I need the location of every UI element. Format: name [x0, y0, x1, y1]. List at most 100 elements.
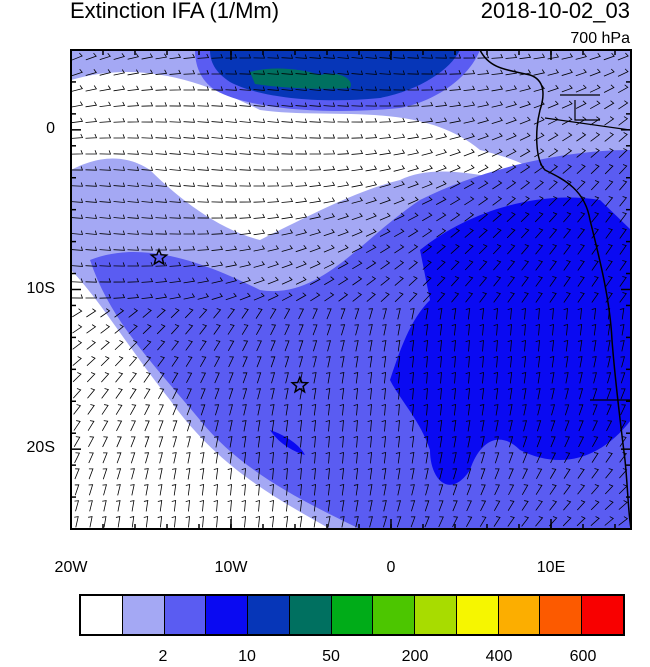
wind-barb	[491, 116, 503, 125]
wind-barb	[381, 387, 386, 400]
wind-barb	[337, 118, 350, 123]
colorbar-swatch	[373, 596, 416, 634]
wind-barb	[409, 419, 415, 432]
wind-barb	[382, 324, 387, 336]
wind-barb	[508, 436, 514, 448]
wind-barb	[382, 484, 387, 496]
wind-barb	[577, 228, 586, 239]
wind-barb	[309, 102, 322, 107]
wind-barb	[395, 403, 400, 416]
wind-barb	[183, 134, 196, 139]
wind-barb	[171, 500, 177, 512]
wind-barb	[591, 276, 599, 287]
wind-barb	[337, 244, 349, 253]
wind-barb	[382, 308, 387, 320]
wind-barb	[351, 212, 363, 221]
wind-barb	[339, 388, 345, 400]
wind-barb	[155, 102, 168, 107]
wind-barb	[130, 436, 136, 448]
wind-barb	[284, 340, 290, 352]
wind-barb	[325, 516, 331, 528]
wind-barb	[576, 132, 587, 142]
wind-barb	[297, 435, 302, 448]
y-tick-label: 10S	[26, 279, 55, 297]
wind-barb	[351, 102, 364, 107]
wind-barb	[337, 260, 349, 269]
wind-barb	[533, 69, 546, 76]
wind-barb	[71, 101, 84, 108]
wind-barb	[421, 196, 433, 205]
wind-barb	[463, 117, 476, 124]
colorbar-swatch	[540, 596, 583, 634]
wind-barb	[312, 308, 318, 320]
wind-barb	[171, 515, 177, 528]
wind-barb	[172, 404, 178, 416]
wind-barb	[477, 148, 489, 157]
wind-barb	[575, 68, 587, 77]
wind-barb	[408, 260, 418, 270]
wind-barb	[71, 278, 84, 283]
wind-barb	[155, 69, 168, 75]
wind-barb	[619, 452, 628, 463]
wind-barb	[253, 213, 266, 219]
wind-barb	[239, 150, 252, 155]
wind-barb	[536, 452, 542, 464]
wind-barb	[128, 308, 139, 318]
wind-barb	[382, 500, 387, 512]
wind-barb	[522, 420, 528, 432]
wind-barb	[99, 101, 112, 108]
wind-barb	[171, 340, 180, 351]
wind-barb	[365, 54, 378, 59]
wind-barb	[211, 150, 224, 155]
wind-barb	[228, 404, 233, 416]
wind-barb	[116, 484, 121, 496]
wind-barb	[563, 468, 571, 479]
wind-barb	[451, 355, 456, 368]
wind-barb	[283, 516, 289, 528]
wind-barb	[339, 435, 344, 448]
wind-barb	[242, 404, 247, 416]
wind-barb	[534, 164, 545, 174]
wind-barb	[256, 404, 261, 416]
wind-barb	[379, 70, 392, 75]
wind-barb	[592, 420, 598, 432]
wind-barb	[130, 420, 136, 432]
wind-barb	[463, 85, 476, 91]
wind-barb	[507, 292, 515, 303]
wind-barb	[339, 372, 345, 384]
wind-barb	[185, 468, 191, 480]
wind-barb	[464, 196, 475, 206]
wind-barb	[619, 212, 627, 223]
wind-barb	[618, 164, 628, 175]
wind-barb	[197, 245, 210, 251]
wind-barb	[381, 452, 387, 464]
wind-barb	[535, 307, 540, 320]
wind-barb	[353, 356, 359, 368]
wind-barb	[605, 212, 614, 223]
wind-barb	[239, 261, 252, 268]
wind-barb	[99, 246, 112, 251]
wind-barb	[183, 230, 196, 235]
wind-barb	[71, 150, 84, 155]
wind-barb	[452, 484, 458, 496]
wind-barb	[310, 292, 321, 302]
wind-barb	[281, 102, 294, 107]
wind-barb	[477, 69, 490, 75]
wind-barb	[211, 70, 224, 75]
wind-barb	[323, 228, 335, 237]
wind-barb	[576, 180, 586, 191]
wind-barb	[533, 53, 546, 60]
wind-barb	[465, 371, 470, 384]
wind-barb	[550, 452, 557, 464]
wind-barb	[436, 276, 446, 287]
wind-barb	[116, 436, 122, 448]
wind-barb	[253, 276, 265, 285]
wind-barb	[100, 340, 110, 350]
wind-barb	[141, 262, 154, 267]
wind-barb	[367, 372, 373, 384]
wind-barb	[519, 85, 532, 92]
wind-barb	[323, 165, 336, 171]
wind-barb	[563, 212, 572, 223]
wind-barb	[158, 420, 164, 432]
wind-barb	[491, 53, 504, 59]
